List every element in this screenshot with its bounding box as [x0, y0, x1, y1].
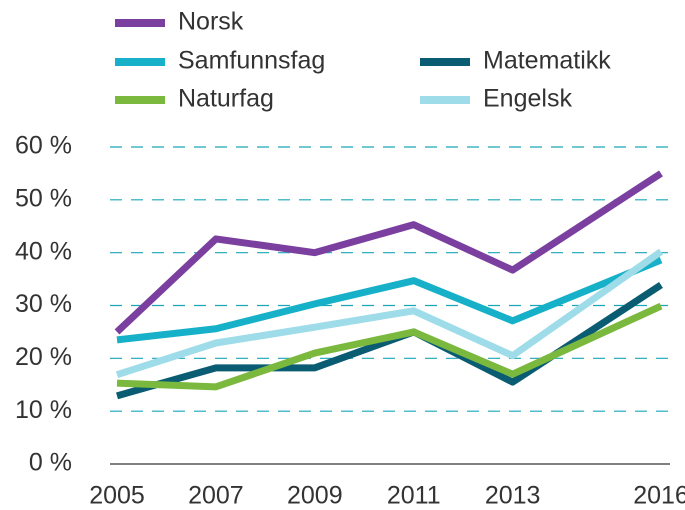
series-line	[114, 170, 663, 335]
x-tick-label: 2009	[287, 482, 343, 510]
legend-label: Matematikk	[483, 47, 611, 75]
x-tick-label: 2005	[89, 482, 145, 510]
x-tick-label: 2016	[633, 482, 685, 510]
legend-label: Samfunnsfag	[178, 47, 325, 75]
series-line	[116, 302, 663, 391]
y-tick-label: 50 %	[15, 184, 72, 212]
legend-label: Engelsk	[483, 85, 572, 113]
y-tick-label: 20 %	[15, 343, 72, 371]
x-tick-label: 2011	[387, 482, 441, 510]
legend-label: Naturfag	[178, 85, 274, 113]
y-tick-label: 30 %	[15, 290, 72, 318]
x-tick-label: 2007	[188, 482, 244, 510]
x-tick-label: 2013	[485, 482, 541, 510]
series-line	[116, 256, 663, 344]
y-tick-label: 10 %	[15, 396, 72, 424]
y-tick-label: 40 %	[15, 237, 72, 265]
legend-label: Norsk	[178, 8, 244, 36]
y-tick-label: 60 %	[15, 132, 72, 160]
series-line	[115, 248, 664, 379]
y-tick-label: 0 %	[29, 449, 72, 477]
